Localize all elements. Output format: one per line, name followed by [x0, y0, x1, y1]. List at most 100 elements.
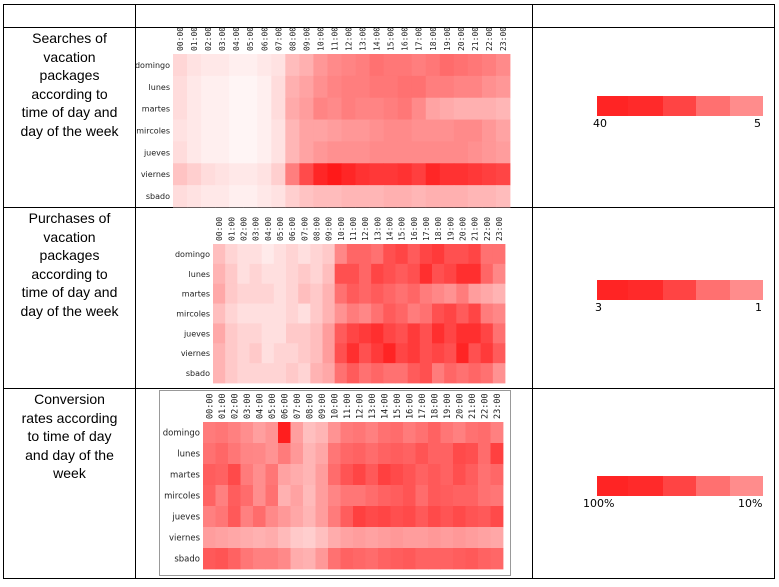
y-tick-label: lunes [177, 450, 200, 460]
y-tick-label: lunes [149, 83, 170, 92]
heatmap-cell [290, 464, 304, 486]
heatmap-cell [353, 485, 366, 507]
x-tick-label: 01:00 [218, 393, 228, 419]
heatmap-cell [425, 75, 441, 99]
heatmap-cell [495, 141, 511, 164]
heatmap-cell [453, 422, 466, 444]
heatmap-cell [257, 185, 272, 208]
x-tick-label: 08:00 [288, 28, 297, 51]
heatmap-cell [273, 343, 287, 364]
x-tick-label: 22:00 [480, 393, 490, 419]
heatmap-cell [215, 163, 230, 186]
x-tick-label: 04:00 [264, 217, 273, 241]
legend-max-label: 5 [754, 117, 761, 130]
heatmap-cell [425, 141, 441, 164]
heatmap-cell [407, 363, 421, 384]
heatmap-cell [468, 263, 482, 285]
heatmap-cell [249, 343, 263, 364]
table-row-searches: Searches of vacation packages according … [3, 27, 775, 208]
heatmap-cell [286, 263, 299, 285]
heatmap-cell [278, 548, 291, 570]
heatmap-cell [353, 548, 366, 570]
heatmap-cell [265, 422, 279, 444]
heatmap-cell [290, 422, 304, 444]
y-tick-label: martes [182, 290, 210, 299]
heatmap-cell [419, 283, 433, 304]
x-tick-label: 02:00 [204, 28, 213, 51]
y-tick-label: martes [142, 105, 170, 114]
heatmap-cell [328, 464, 341, 486]
heatmap-cell [378, 443, 391, 465]
heatmap-cell [428, 527, 441, 549]
heatmap-cell [383, 54, 399, 77]
heatmap-cell [378, 548, 391, 570]
heatmap-cell [346, 323, 360, 344]
heatmap-cell [173, 97, 188, 120]
heatmap-cell [395, 283, 409, 304]
heatmap-cell [432, 323, 445, 344]
heatmap-cell [456, 363, 469, 384]
heatmap-cell [478, 506, 491, 528]
heatmap-cell [240, 485, 254, 507]
heatmap-cell [273, 303, 287, 324]
heatmap-cell [285, 97, 300, 120]
heatmap-cell [187, 119, 202, 142]
label-line: vacation [43, 48, 96, 65]
heatmap-cell [203, 548, 216, 570]
heatmap-cell [419, 244, 433, 265]
heatmap-cell [261, 283, 275, 304]
heatmap-cell [240, 527, 254, 549]
row-label-cell: Purchases of vacation packages according… [3, 207, 136, 389]
heatmap-cell [468, 323, 482, 344]
heatmap-cell [359, 323, 372, 344]
heatmap-cell [369, 141, 385, 164]
heatmap-cell [383, 119, 399, 142]
heatmap-cell [340, 422, 354, 444]
heatmap-cell [480, 303, 494, 324]
heatmap-cell [481, 54, 497, 77]
heatmap-cell [313, 97, 328, 120]
heatmap-cell [213, 244, 226, 265]
heatmap-cell [303, 527, 316, 549]
heatmap-cell [322, 263, 336, 285]
heatmap-cell [403, 506, 416, 528]
heatmap-cell [453, 506, 466, 528]
heatmap-cell [403, 443, 416, 465]
heatmap-cell [439, 54, 455, 77]
heatmap-cell [395, 363, 409, 384]
heatmap-cell [415, 443, 429, 465]
heatmap-cell [378, 527, 391, 549]
heatmap-cell [439, 163, 455, 186]
heatmap-cell [390, 464, 404, 486]
heatmap-cell [440, 506, 454, 528]
heatmap-cell [173, 54, 188, 77]
heatmap-cell [428, 485, 441, 507]
heatmap-cell [243, 97, 258, 120]
y-tick-label: mircoles [136, 127, 170, 136]
x-tick-label: 20:00 [455, 393, 465, 419]
heatmap-cell [237, 363, 250, 384]
heatmap-cell [215, 485, 229, 507]
heatmap-cell [225, 263, 238, 285]
heatmap-cell [359, 343, 372, 364]
label-line: packages [39, 247, 100, 263]
heatmap-cell [265, 464, 279, 486]
heatmap-cell [468, 303, 482, 324]
heatmap-cell [390, 548, 404, 570]
heatmap-cell [203, 464, 216, 486]
conversion-heatmap: 00:00 01:00 02:00 03:00 04:00 05:00 06:00 07:00… [163, 393, 504, 570]
x-tick-label: 09:00 [302, 28, 311, 51]
heatmap-cell [341, 163, 356, 186]
heatmap-cell [243, 75, 258, 99]
heatmap-cell [215, 185, 230, 208]
heatmap-cell [383, 343, 396, 364]
x-tick-label: 20:00 [457, 28, 466, 51]
x-tick-label: 20:00 [458, 217, 467, 241]
heatmap-cell [403, 548, 416, 570]
y-tick-label: sbado [174, 555, 200, 565]
heatmap-cell [322, 363, 336, 384]
heatmap-cell [278, 506, 291, 528]
header-cell-legend [532, 4, 775, 28]
heatmap-cell [229, 119, 244, 142]
heatmap-cell [453, 185, 469, 208]
